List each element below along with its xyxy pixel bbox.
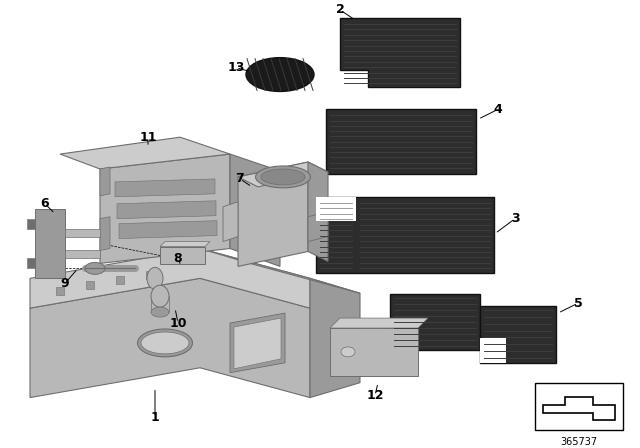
Text: 12: 12 [366,389,384,402]
Polygon shape [330,318,428,328]
Text: 6: 6 [41,197,49,210]
Text: 4: 4 [493,103,502,116]
Ellipse shape [147,267,163,289]
Polygon shape [200,249,360,293]
Polygon shape [30,249,310,308]
Text: 10: 10 [169,317,187,330]
Polygon shape [117,201,216,219]
Polygon shape [230,313,285,373]
Polygon shape [56,287,64,295]
Polygon shape [100,167,110,196]
Polygon shape [30,278,310,397]
Text: 365737: 365737 [561,437,598,448]
Polygon shape [27,258,35,268]
Polygon shape [60,137,230,169]
Polygon shape [316,197,356,221]
Polygon shape [480,306,556,363]
Ellipse shape [138,329,193,357]
Polygon shape [115,179,215,197]
Polygon shape [308,212,328,241]
Ellipse shape [141,332,189,354]
Polygon shape [35,209,65,278]
Text: 1: 1 [150,411,159,424]
Polygon shape [316,197,494,273]
Polygon shape [310,278,360,397]
Polygon shape [223,202,238,241]
Text: 2: 2 [335,4,344,17]
Polygon shape [238,162,308,267]
Polygon shape [238,162,328,187]
Text: 13: 13 [227,61,244,74]
Polygon shape [535,383,623,431]
Polygon shape [119,221,217,238]
Polygon shape [160,241,210,246]
Ellipse shape [151,285,169,307]
Polygon shape [65,228,100,237]
Polygon shape [151,296,169,312]
Ellipse shape [151,307,169,317]
Ellipse shape [261,169,305,185]
Polygon shape [543,396,615,421]
Polygon shape [340,18,460,87]
Polygon shape [116,276,124,284]
Polygon shape [100,154,230,263]
Polygon shape [230,154,280,267]
Polygon shape [330,328,418,376]
Polygon shape [480,338,506,363]
Text: 7: 7 [236,172,244,185]
Polygon shape [308,162,328,262]
Polygon shape [390,294,480,350]
Text: 5: 5 [573,297,582,310]
Polygon shape [234,318,281,369]
Polygon shape [86,281,94,289]
Ellipse shape [85,263,105,274]
Polygon shape [65,250,100,258]
Ellipse shape [246,58,314,91]
Polygon shape [27,219,35,228]
Ellipse shape [255,166,310,188]
Text: 3: 3 [511,212,519,225]
Text: 9: 9 [61,277,69,290]
Text: 11: 11 [140,131,157,144]
Text: 8: 8 [173,252,182,265]
Ellipse shape [341,347,355,357]
Polygon shape [160,246,205,264]
Polygon shape [326,109,476,174]
Polygon shape [100,217,110,250]
Polygon shape [146,271,154,279]
